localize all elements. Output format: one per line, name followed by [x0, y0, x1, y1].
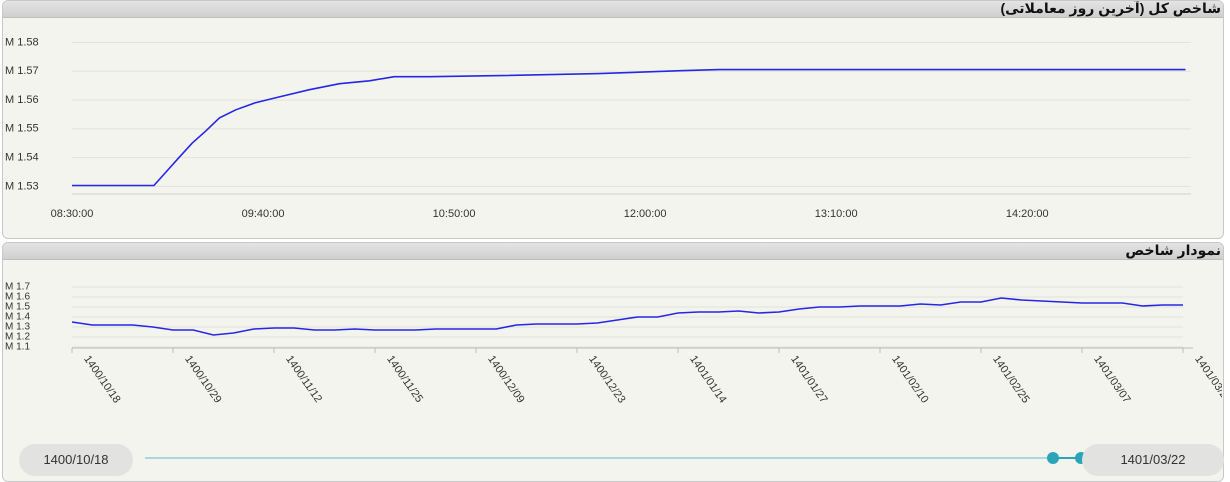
x-labels: 1400/10/18 1400/10/29 1400/11/12 1400/11/25… — [81, 354, 1230, 406]
x-tick-label: 08:30:00 — [51, 208, 94, 220]
x-tick-label: 1401/01/14 — [687, 354, 728, 406]
intraday-chart: 08:30:00 09:40:00 10:50:00 12:00:00 13:10:00… — [5, 36, 1191, 220]
y-tick-label: M 1.5 — [5, 302, 30, 313]
x-tick-label: 10:50:00 — [433, 208, 476, 220]
x-tick-label: 13:10:00 — [815, 208, 858, 220]
x-tick-label: 12:00:00 — [624, 208, 667, 220]
y-tick-label: M 1.6 — [5, 292, 30, 303]
x-tick-label: 1400/11/12 — [283, 354, 324, 405]
y-tick-label: M 1.56 — [5, 94, 39, 106]
y-tick-label: M 1.7 — [5, 282, 30, 293]
y-tick-label: M 1.1 — [5, 342, 30, 353]
y-tick-label: M 1.2 — [5, 332, 30, 343]
x-tick-label: 1401/02/10 — [889, 354, 930, 406]
slider-handle[interactable] — [1047, 452, 1059, 464]
x-tick-label: 14:20:00 — [1006, 208, 1049, 220]
x-tick-label: 1401/03/22 — [1192, 354, 1230, 406]
history-chart: 1400/10/18 1400/10/29 1400/11/12 1400/11/25… — [5, 282, 1230, 406]
x-tick-label: 1400/12/23 — [586, 354, 627, 406]
x-tick-label: 1400/12/09 — [485, 354, 526, 406]
x-tick-label: 1400/11/25 — [384, 354, 425, 405]
chart-title: شاخص کل (آخرین روز معاملاتی) — [1000, 0, 1221, 16]
x-tick-label: 1401/03/07 — [1091, 354, 1132, 406]
y-tick-label: M 1.54 — [5, 152, 39, 164]
history-panel: نمودار شاخص — [2, 242, 1224, 482]
x-tick-label: 09:40:00 — [242, 208, 285, 220]
panel-header: نمودار شاخص — [3, 243, 1223, 260]
y-tick-label: M 1.55 — [5, 123, 39, 135]
x-tick-label: 1400/10/29 — [182, 354, 223, 406]
x-tick-label: 1401/02/25 — [990, 354, 1031, 406]
y-tick-label: M 1.58 — [5, 36, 39, 48]
slider-end[interactable]: 1401/03/22 — [1082, 444, 1224, 476]
series-line — [71, 297, 1183, 336]
panel-header: شاخص کل (آخرین روز معاملاتی) — [3, 1, 1223, 18]
series-line — [72, 68, 1186, 187]
intraday-panel: شاخص کل (آخرین روز معاملاتی) — [2, 0, 1224, 239]
chart-title: نمودار شاخص — [1125, 242, 1221, 258]
slider-start[interactable]: 1400/10/18 — [19, 444, 133, 476]
y-tick-label: M 1.4 — [5, 312, 30, 323]
y-tick-label: M 1.3 — [5, 322, 30, 333]
y-tick-label: M 1.57 — [5, 65, 39, 77]
x-tick-label: 1401/01/27 — [788, 354, 829, 406]
x-tick-label: 1400/10/18 — [81, 354, 122, 406]
y-tick-label: M 1.53 — [5, 180, 39, 192]
